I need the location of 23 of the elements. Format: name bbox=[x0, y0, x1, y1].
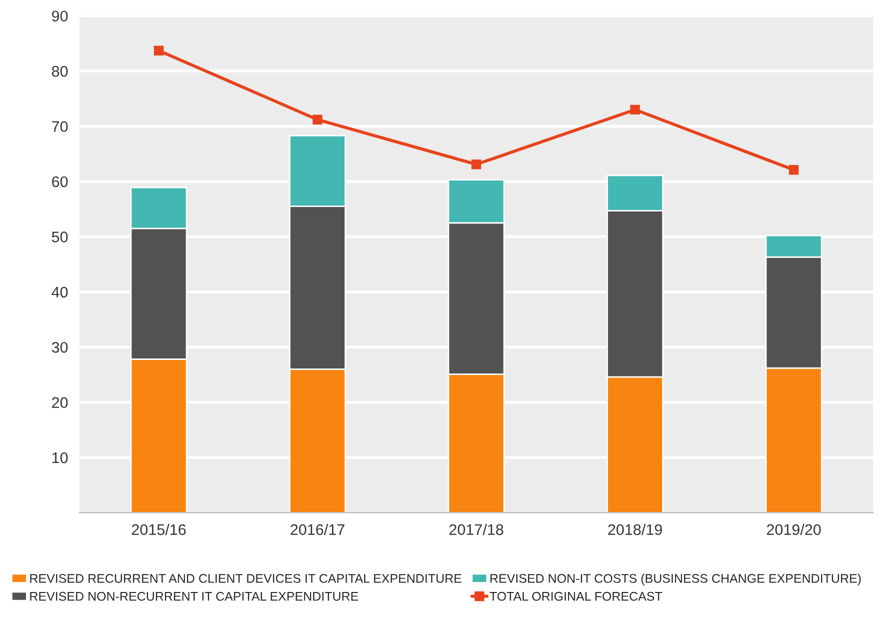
x-tick-label: 2015/16 bbox=[132, 524, 186, 536]
legend-label: REVISED NON-IT COSTS (BUSINESS CHANGE EXPENDITURE) bbox=[490, 574, 861, 586]
y-tick-label: 20 bbox=[52, 397, 68, 408]
x-tick-label: 2019/20 bbox=[766, 524, 821, 536]
x-tick-label: 2018/19 bbox=[608, 524, 662, 536]
x-tick-label: 2017/18 bbox=[449, 524, 504, 536]
point bbox=[471, 159, 482, 170]
point bbox=[312, 114, 322, 124]
y-tick-label: 10 bbox=[52, 452, 68, 464]
legend-label: REVISED NON-RECURRENT IT CAPITAL EXPENDITURE bbox=[30, 592, 358, 601]
y-tick-label: 40 bbox=[52, 286, 68, 298]
y-tick-label: 30 bbox=[52, 342, 68, 353]
y-tick-label: 60 bbox=[52, 176, 68, 188]
legend-label: TOTAL ORIGINAL FORECAST bbox=[490, 592, 662, 601]
point bbox=[154, 46, 164, 56]
point bbox=[788, 165, 799, 175]
legend-label: REVISED RECURRENT AND CLIENT DEVICES IT CAPITAL EXPENDITURE bbox=[30, 574, 462, 583]
y-tick-label: 80 bbox=[52, 66, 68, 77]
point bbox=[630, 104, 640, 115]
y-tick-label: 50 bbox=[52, 232, 68, 242]
y-tick-label: 70 bbox=[52, 121, 68, 132]
y-tick-label: 90 bbox=[52, 10, 68, 22]
x-tick-label: 2016/17 bbox=[290, 524, 344, 536]
